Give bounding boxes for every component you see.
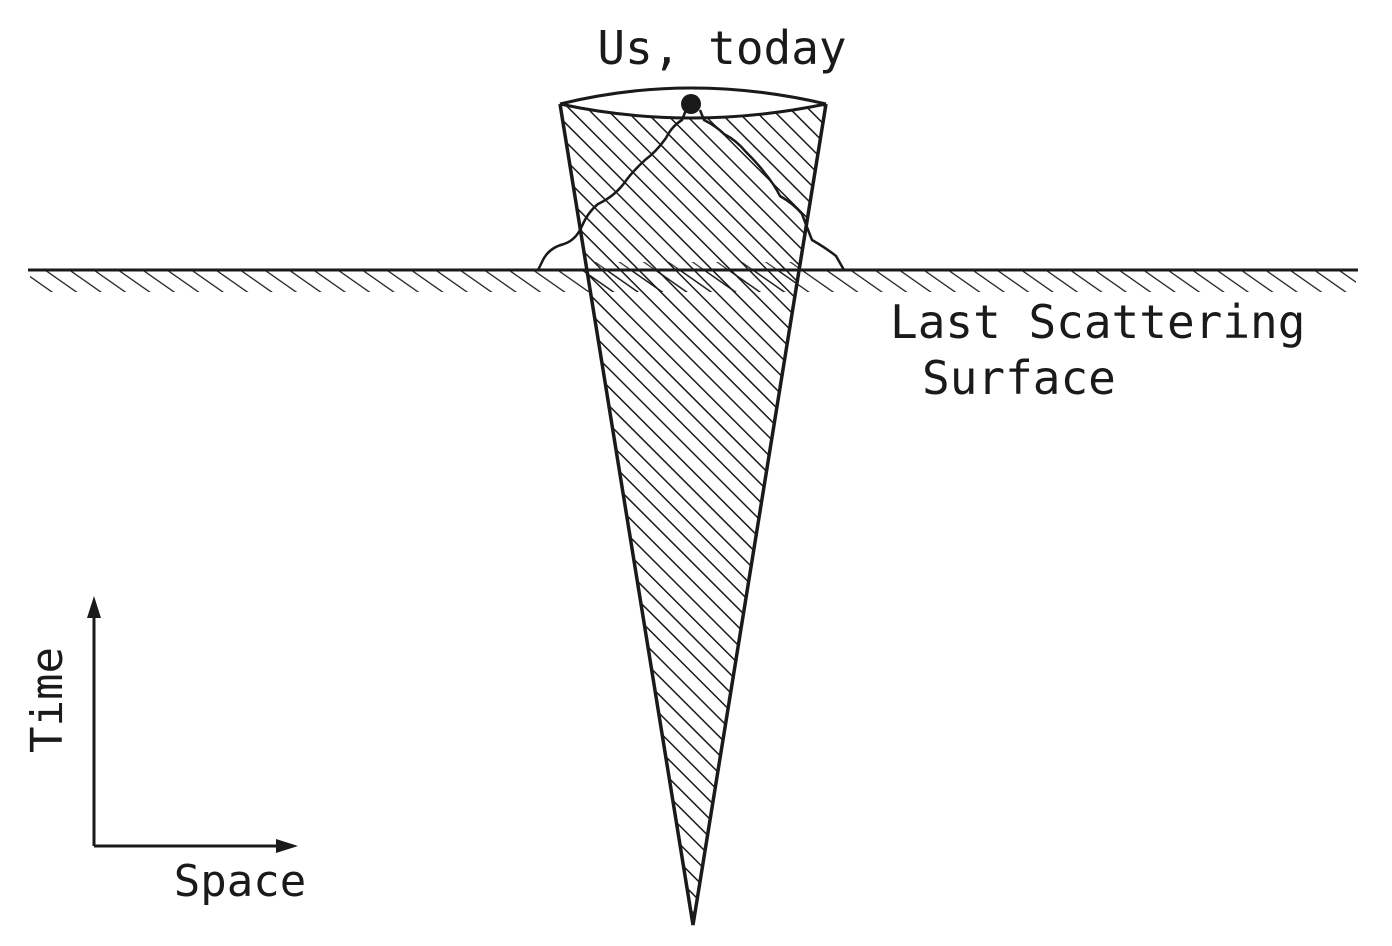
- observer-dot: [681, 94, 701, 114]
- light-path-left: [536, 109, 688, 271]
- space-axis-label: Space: [174, 856, 306, 907]
- cone-fill: [560, 104, 826, 925]
- cone-surface-overlap: [560, 262, 820, 292]
- cone-lower-rim: [559, 102, 827, 120]
- light-path-right: [698, 109, 846, 271]
- time-axis-arrowhead: [87, 596, 101, 618]
- light-paths: [536, 109, 846, 271]
- cone-upper-rim: [559, 86, 827, 106]
- surface-label-line2: Surface: [922, 351, 1116, 405]
- cone-outline: [558, 103, 828, 926]
- axes: [87, 596, 298, 853]
- observer-label: Us, today: [597, 21, 846, 75]
- past-light-cone: [558, 86, 828, 926]
- time-axis-label: Time: [22, 647, 73, 753]
- space-axis-arrowhead: [276, 839, 298, 853]
- surface-label-line1: Last Scattering: [890, 295, 1305, 349]
